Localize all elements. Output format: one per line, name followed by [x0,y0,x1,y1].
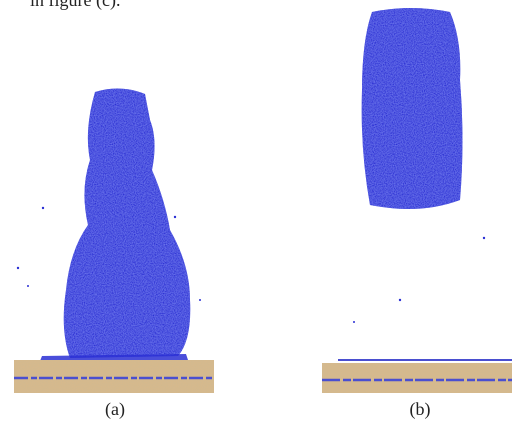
figure-drawing: in figure (c). (a) (b) [0,0,514,427]
particle [199,299,201,301]
particle [17,267,19,269]
figure: in figure (c). (a) (b) [0,0,514,427]
particle [483,237,485,239]
particle [399,299,401,301]
panel-a: (a) [14,88,214,420]
particle [27,285,29,287]
particle-droplet [362,8,463,209]
particle-column [64,88,191,358]
particle-splash [40,354,188,361]
panel-label: (b) [410,399,431,420]
particle [174,216,176,218]
panel-b: (b) [322,8,512,420]
particle [42,207,44,209]
caption-fragment: in figure (c). [30,0,120,11]
particle [353,321,355,323]
substrate [14,360,214,393]
panel-label: (a) [105,399,125,420]
substrate [322,363,512,393]
